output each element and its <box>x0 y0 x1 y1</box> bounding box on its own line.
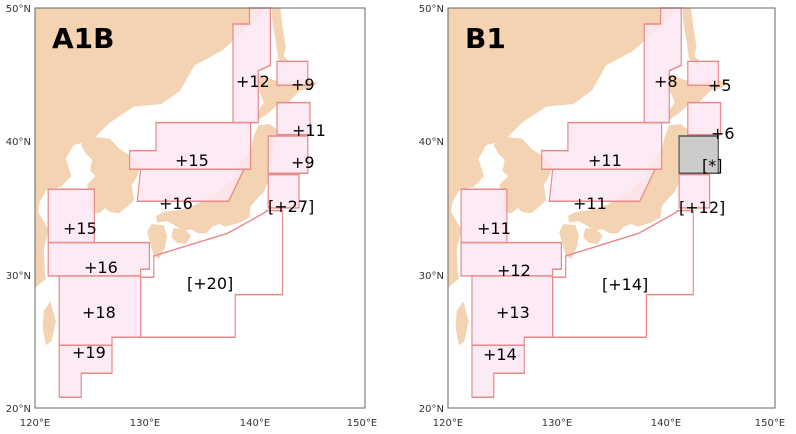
lon-tick-label: 150°E <box>755 418 785 429</box>
axis-ticks: 120°E 130°E 140°E 150°E 20°N 30°N 40°N 5… <box>6 4 377 429</box>
region-label-ecs-south: +18 <box>82 303 116 322</box>
lat-tick-label: 40°N <box>419 137 444 148</box>
region-label-japan-sea-south: +16 <box>159 194 193 213</box>
region-label-yellow-sea: +15 <box>63 219 97 238</box>
region-label-kanto: [+12] <box>679 198 725 217</box>
region-label-tohoku: +9 <box>291 153 315 172</box>
map-panel-a1b: A1B +12 +9 +11 +9 +15 +16 [+27] +15 +16 … <box>6 4 377 429</box>
region-label-tohoku: [*] <box>702 156 722 175</box>
region-label-pacific: [+20] <box>187 274 233 293</box>
lat-tick-label: 20°N <box>6 404 31 415</box>
region-label-japan-sea-south: +11 <box>573 194 607 213</box>
region-label-ecs-north: +16 <box>84 258 118 277</box>
lon-tick-label: 120°E <box>433 418 463 429</box>
panel-title: A1B <box>52 22 115 55</box>
axis-ticks: 120°E 130°E 140°E 150°E 20°N 30°N 40°N 5… <box>419 4 785 429</box>
region-label-okhotsk-west: +12 <box>236 72 270 91</box>
lat-tick-label: 30°N <box>419 271 444 282</box>
lon-tick-label: 140°E <box>651 418 681 429</box>
region-label-japan-sea-north: +11 <box>588 151 622 170</box>
lon-tick-label: 120°E <box>20 418 50 429</box>
region-label-ecs-north: +12 <box>497 261 531 280</box>
lat-tick-label: 50°N <box>6 4 31 15</box>
region-label-japan-sea-north: +15 <box>175 151 209 170</box>
map-panel-b1: B1 +8 +5 +6 [*] +11 +11 [+12] +11 +12 [+… <box>419 4 785 429</box>
lat-tick-label: 30°N <box>6 271 31 282</box>
region-label-okhotsk-east: +9 <box>291 75 315 94</box>
region-label-okhotsk-east: +5 <box>708 76 732 95</box>
region-label-sanriku: +6 <box>711 124 735 143</box>
region-label-taiwan: +19 <box>72 343 106 362</box>
region-label-pacific: [+14] <box>602 275 648 294</box>
lat-tick-label: 20°N <box>419 404 444 415</box>
lat-tick-label: 40°N <box>6 137 31 148</box>
panel-title: B1 <box>465 22 506 55</box>
lat-tick-label: 50°N <box>419 4 444 15</box>
region-label-ecs-south: +13 <box>496 303 530 322</box>
region-label-taiwan: +14 <box>483 345 517 364</box>
lon-tick-label: 140°E <box>240 418 270 429</box>
region-label-okhotsk-west: +8 <box>654 72 678 91</box>
region-label-sanriku: +11 <box>292 121 326 140</box>
lon-tick-label: 130°E <box>130 418 160 429</box>
lon-tick-label: 130°E <box>542 418 572 429</box>
region-label-yellow-sea: +11 <box>477 219 511 238</box>
region-label-kanto: [+27] <box>268 197 314 216</box>
lon-tick-label: 150°E <box>347 418 377 429</box>
